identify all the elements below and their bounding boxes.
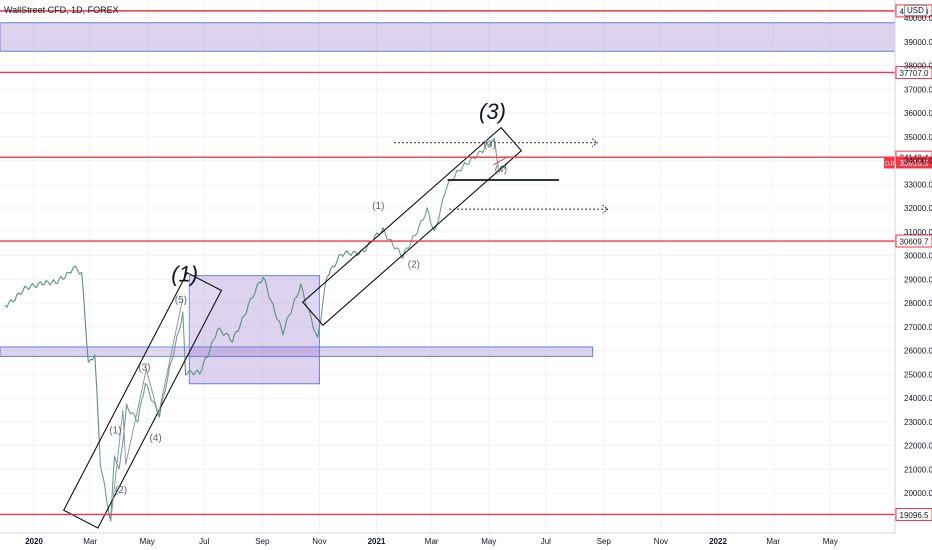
arrow-head	[591, 138, 599, 148]
y-tick-label: 33000.0	[904, 180, 932, 189]
x-tick-label: Nov	[312, 537, 326, 546]
y-tick-label: 28000.0	[904, 299, 932, 308]
y-tick-label: 38000.0	[904, 62, 932, 71]
y-tick-label: 39000.0	[904, 38, 932, 47]
major-wave-label: (3)	[479, 99, 506, 124]
symbol-tag	[884, 156, 895, 169]
x-tick-label: Jul	[541, 537, 551, 546]
x-tick-label: 2022	[709, 537, 727, 546]
y-tick-label: 21000.0	[904, 465, 932, 474]
y-tick-label: 31000.0	[904, 228, 932, 237]
x-tick-label: 2020	[25, 537, 43, 546]
trend-channel[interactable]	[62, 271, 223, 529]
y-tick-label: 24000.0	[904, 394, 932, 403]
minor-wave-label: (2)	[115, 485, 127, 496]
y-tick-label: 32000.0	[904, 204, 932, 213]
level-price-tag	[895, 507, 932, 521]
minor-wave-label: (3)	[138, 363, 150, 374]
currency-badge[interactable]: USD	[904, 5, 927, 16]
y-tick-label: 30000.0	[904, 252, 932, 261]
x-tick-label: Sep	[597, 537, 612, 546]
y-tick-label: 22000.0	[904, 442, 932, 451]
x-tick-label: Mar	[766, 537, 780, 546]
trend-channel[interactable]	[301, 126, 523, 326]
minor-wave-label: (2)	[408, 259, 420, 270]
level-price-label: 19096.5	[900, 511, 929, 520]
y-tick-label: 25000.0	[904, 370, 932, 379]
x-tick-label: Mar	[83, 537, 97, 546]
small-marker	[493, 156, 524, 166]
x-tick-label: Mar	[425, 537, 439, 546]
last-price-tag	[896, 156, 932, 169]
x-tick-label: May	[140, 537, 155, 546]
y-tick-label: 35000.0	[904, 133, 932, 142]
x-tick-label: Sep	[255, 537, 270, 546]
level-price-tag	[895, 65, 932, 79]
price-series-line[interactable]	[4, 137, 508, 522]
minor-wave-label: (4)	[495, 164, 507, 175]
symbol-title: WallStreet CFD, 1D, FOREX	[4, 5, 119, 15]
minor-wave-label: (1)	[109, 426, 121, 437]
y-tick-label: 29000.0	[904, 275, 932, 284]
y-tick-label: 26000.0	[904, 347, 932, 356]
y-tick-label: 34000.0	[904, 157, 932, 166]
minor-wave-label: (3)	[484, 139, 496, 150]
minor-wave-label: (5)	[175, 295, 187, 306]
minor-wave-label: (1)	[372, 201, 384, 212]
y-tick-label: 37000.0	[904, 85, 932, 94]
level-price-tag	[895, 234, 932, 248]
wave-zigzag	[110, 298, 184, 522]
x-tick-label: Jul	[199, 537, 209, 546]
rectangle-zone[interactable]	[0, 346, 594, 357]
y-tick-label: 27000.0	[904, 323, 932, 332]
x-tick-label: May	[823, 537, 838, 546]
x-tick-label: Nov	[654, 537, 668, 546]
arrow-head	[602, 204, 609, 214]
y-tick-label: 36000.0	[904, 109, 932, 118]
level-price-label: 37707.0	[900, 69, 929, 78]
major-wave-label: (1)	[171, 262, 198, 287]
level-price-label: 30609.7	[900, 238, 929, 247]
y-tick-label: 40000.0	[904, 14, 932, 23]
x-tick-label: May	[481, 537, 496, 546]
minor-wave-label: (4)	[150, 433, 162, 444]
y-tick-label: 23000.0	[904, 418, 932, 427]
rectangle-zone[interactable]	[0, 22, 896, 52]
symbol-tag-label: DJI	[885, 161, 894, 167]
x-tick-label: 2021	[368, 537, 386, 546]
y-tick-label: 20000.0	[904, 489, 932, 498]
last-price-label: 33916.5	[900, 159, 929, 168]
